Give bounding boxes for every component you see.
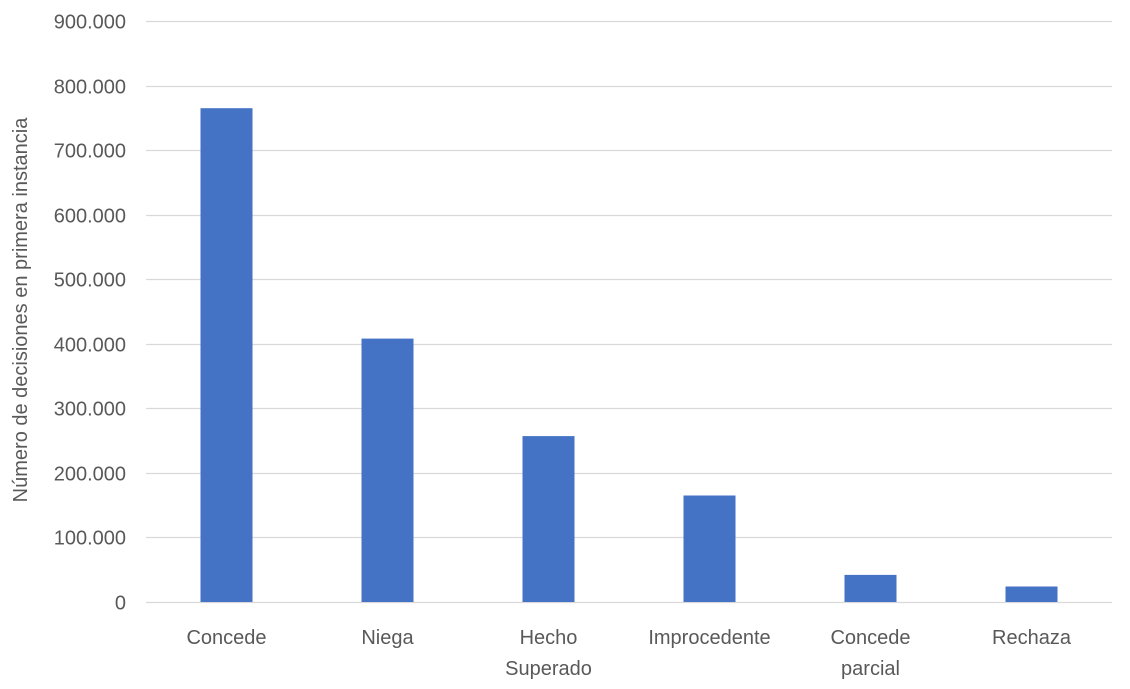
bars [200,108,1058,602]
x-tick-label: Improcedente [648,627,770,649]
y-tick-label: 900.000 [54,12,126,34]
x-tick-label: Concede [186,627,266,649]
x-tick-label: Niega [361,627,414,649]
bar [844,574,897,602]
y-axis-label: Número de decisiones en primera instanci… [10,117,32,503]
y-tick-label: 300.000 [54,399,126,421]
gridlines [146,20,1112,604]
y-tick-label: 700.000 [54,141,126,163]
y-tick-label: 500.000 [54,270,126,292]
y-tick-label: 800.000 [54,77,126,99]
bar [1005,586,1058,602]
y-tick-label: 600.000 [54,206,126,228]
x-tick-label: Rechaza [992,627,1072,649]
y-axis-ticks: 0 100.000 200.000 300.000 400.000 500.000 600.… [54,12,126,615]
bar [683,495,736,602]
bar [361,338,414,602]
bar [522,436,575,602]
x-tick-label: Concede parcial [830,627,910,680]
x-axis-ticks: Concede Niega Hecho Superado Improcedente Con… [186,627,1071,680]
y-tick-label: 200.000 [54,464,126,486]
y-tick-label: 0 [115,593,126,615]
bar [200,108,253,602]
x-tick-label: Hecho Superado [505,627,592,680]
y-tick-label: 100.000 [54,528,126,550]
y-tick-label: 400.000 [54,335,126,357]
